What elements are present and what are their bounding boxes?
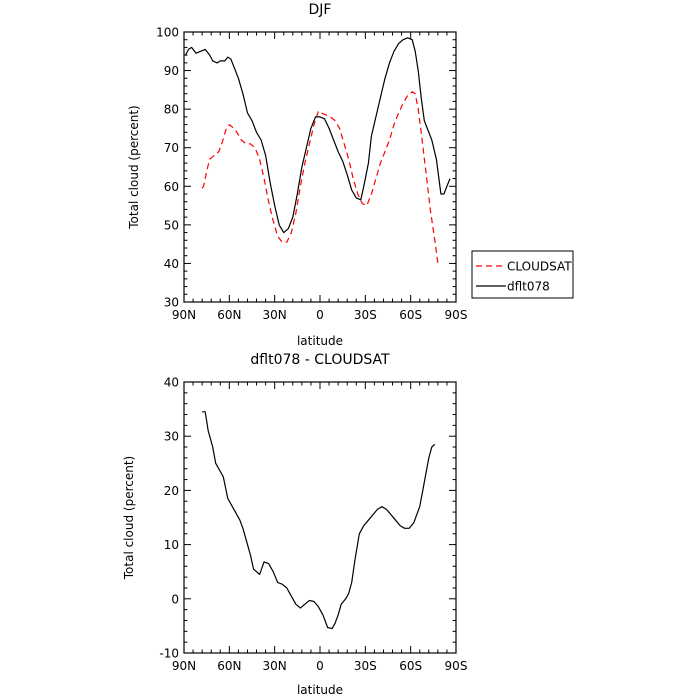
- x-tick-label: 90N: [172, 308, 196, 322]
- y-tick-label: 30: [164, 430, 179, 444]
- y-tick-label: 10: [164, 538, 179, 552]
- x-axis-label: latitude: [297, 334, 343, 348]
- y-tick-label: 0: [171, 592, 179, 606]
- y-tick-label: 80: [164, 103, 179, 117]
- x-tick-label: 30N: [263, 308, 287, 322]
- x-tick-label: 60S: [399, 308, 422, 322]
- y-tick-label: 40: [164, 257, 179, 271]
- plot-frame: [183, 31, 457, 303]
- plot-frame: [183, 381, 457, 654]
- chart-title: DJF: [309, 2, 332, 18]
- x-tick-label: 30S: [354, 659, 377, 673]
- legend-label: dflt078: [507, 280, 550, 294]
- series-line-dflt078: [184, 37, 451, 234]
- x-tick-label: 60S: [399, 659, 422, 673]
- y-tick-label: 70: [164, 141, 179, 155]
- x-tick-label: 60N: [217, 308, 241, 322]
- y-tick-label: 50: [164, 218, 179, 232]
- y-tick-label: 60: [164, 180, 179, 194]
- x-axis-label: latitude: [297, 683, 343, 697]
- y-tick-label: 90: [164, 64, 179, 78]
- y-axis-label: Total cloud (percent): [122, 456, 136, 580]
- x-tick-label: 90S: [445, 308, 468, 322]
- difference-line: [202, 411, 436, 630]
- x-tick-label: 0: [316, 659, 324, 673]
- legend-label: CLOUDSAT: [507, 260, 572, 274]
- x-tick-label: 0: [316, 308, 324, 322]
- y-tick-label: 20: [164, 484, 179, 498]
- legend-box: [471, 250, 574, 299]
- x-tick-label: 30N: [263, 659, 287, 673]
- y-tick-label: 30: [164, 296, 179, 310]
- x-tick-label: 30S: [354, 308, 377, 322]
- chart-title: dflt078 - CLOUDSAT: [250, 352, 390, 368]
- y-tick-label: -10: [159, 647, 179, 661]
- x-tick-label: 90S: [445, 659, 468, 673]
- y-tick-label: 100: [156, 26, 179, 40]
- y-axis-label: Total cloud (percent): [127, 105, 141, 229]
- y-tick-label: 40: [164, 376, 179, 390]
- x-tick-label: 90N: [172, 659, 196, 673]
- x-tick-label: 60N: [217, 659, 241, 673]
- series-line-cloudsat: [201, 91, 439, 264]
